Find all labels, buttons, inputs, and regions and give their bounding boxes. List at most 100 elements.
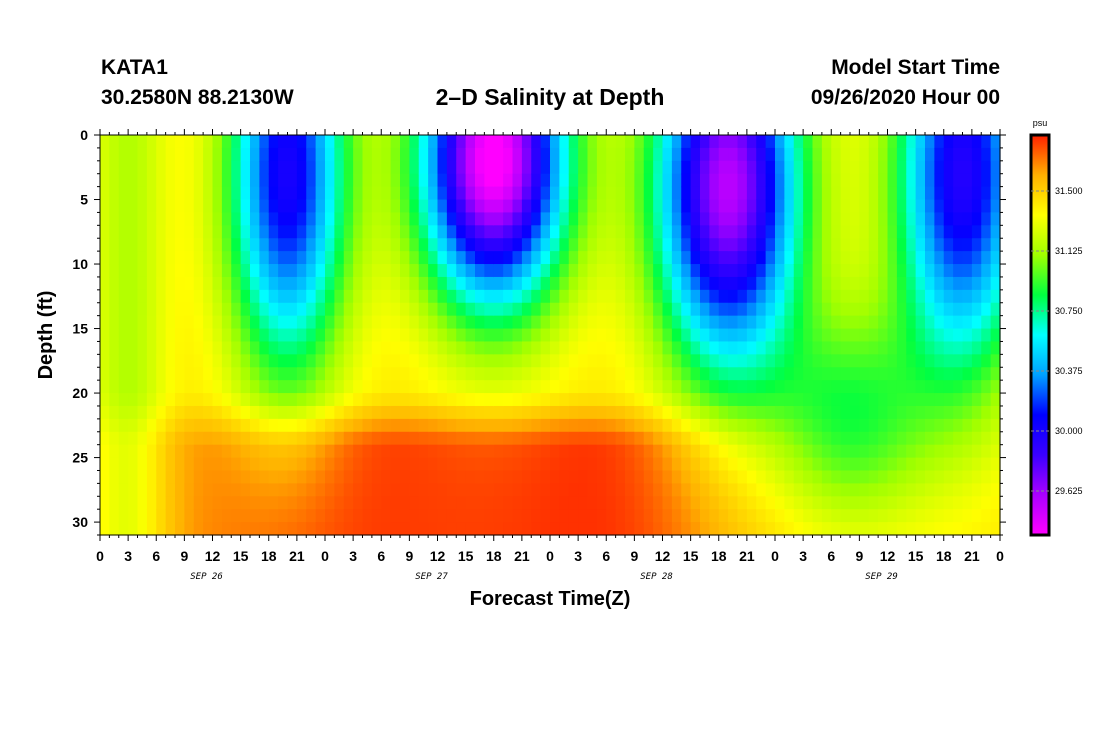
heatmap-cell [146,367,157,381]
heatmap-cell [934,225,945,239]
heatmap-cell [606,264,617,278]
heatmap-cell [334,186,345,201]
heatmap-cell [203,496,214,510]
heatmap-cell [250,160,260,175]
heatmap-cell [962,354,973,368]
heatmap-cell [850,509,860,523]
heatmap-cell [146,470,157,484]
heatmap-cell [606,199,617,214]
heatmap-cell [156,341,167,355]
heatmap-cell [578,212,589,226]
heatmap-cell [953,341,964,355]
heatmap-cell [287,147,298,162]
heatmap-cell [165,173,176,188]
heatmap-cell [381,264,392,278]
heatmap-cell [662,251,673,265]
heatmap-cell [643,212,654,226]
heatmap-cell [887,496,898,510]
heatmap-cell [175,212,185,226]
heatmap-cell [690,483,701,497]
y-axis-title: Depth (ft) [35,291,57,380]
heatmap-cell [221,289,232,304]
heatmap-cell [381,315,392,330]
heatmap-cell [100,380,110,394]
heatmap-cell [418,264,429,278]
heatmap-cell [840,431,851,446]
x-tick-label: 18 [936,548,952,564]
heatmap-cell [615,418,626,433]
heatmap-cell [512,380,523,394]
heatmap-cell [690,509,701,523]
heatmap-cell [503,405,514,420]
heatmap-cell [353,483,364,497]
heatmap-cell [175,173,185,188]
heatmap-cell [953,160,964,175]
heatmap-cell [381,470,392,484]
heatmap-cell [812,483,823,497]
heatmap-cell [268,509,279,523]
heatmap-cell [850,444,860,459]
heatmap-cell [634,354,645,368]
heatmap-cell [400,289,410,304]
heatmap-cell [906,405,917,420]
heatmap-cell [409,470,420,484]
heatmap-cell [737,315,748,330]
heatmap-cell [934,418,945,433]
heatmap-cell [315,173,326,188]
heatmap-cell [109,380,120,394]
heatmap-cell [953,315,964,330]
heatmap-cell [250,380,260,394]
heatmap-cell [793,483,804,497]
heatmap-cell [193,483,204,497]
heatmap-cell [512,147,523,162]
heatmap-cell [437,315,448,330]
heatmap-cell [615,457,626,472]
heatmap-cell [437,160,448,175]
heatmap-cell [390,186,401,201]
heatmap-cell [887,186,898,201]
heatmap-cell [718,470,729,484]
heatmap-cell [606,393,617,407]
heatmap-cell [887,444,898,459]
heatmap-cell [859,135,870,149]
heatmap-cell [456,328,467,343]
heatmap-cell [568,431,579,446]
heatmap-cell [184,264,195,278]
station-coords: 30.2580N 88.2130W [101,86,294,109]
heatmap-cell [981,199,992,214]
heatmap-cell [212,289,223,304]
heatmap-cell [165,135,176,149]
heatmap-cell [700,341,710,355]
heatmap-cell [746,431,757,446]
heatmap-cell [746,315,757,330]
heatmap-cell [915,147,926,162]
heatmap-cell [137,418,148,433]
heatmap-cell [428,444,439,459]
heatmap-cell [643,522,654,536]
heatmap-cell [259,302,270,317]
heatmap-cell [746,328,757,343]
heatmap-cell [550,302,560,317]
heatmap-cell [231,302,242,317]
heatmap-cell [325,380,335,394]
heatmap-cell [203,251,214,265]
heatmap-cell [915,483,926,497]
heatmap-cell [981,225,992,239]
heatmap-cell [381,289,392,304]
heatmap-cell [896,276,907,291]
heatmap-cell [137,496,148,510]
heatmap-cell [578,225,589,239]
heatmap-cell [559,341,570,355]
heatmap-cell [193,147,204,162]
heatmap-cell [306,147,317,162]
heatmap-cell [634,393,645,407]
heatmap-cell [718,199,729,214]
heatmap-cell [165,251,176,265]
heatmap-cell [840,393,851,407]
heatmap-cell [418,470,429,484]
heatmap-cell [278,380,289,394]
heatmap-cell [512,173,523,188]
heatmap-cell [212,251,223,265]
heatmap-cell [446,328,457,343]
heatmap-cell [643,160,654,175]
